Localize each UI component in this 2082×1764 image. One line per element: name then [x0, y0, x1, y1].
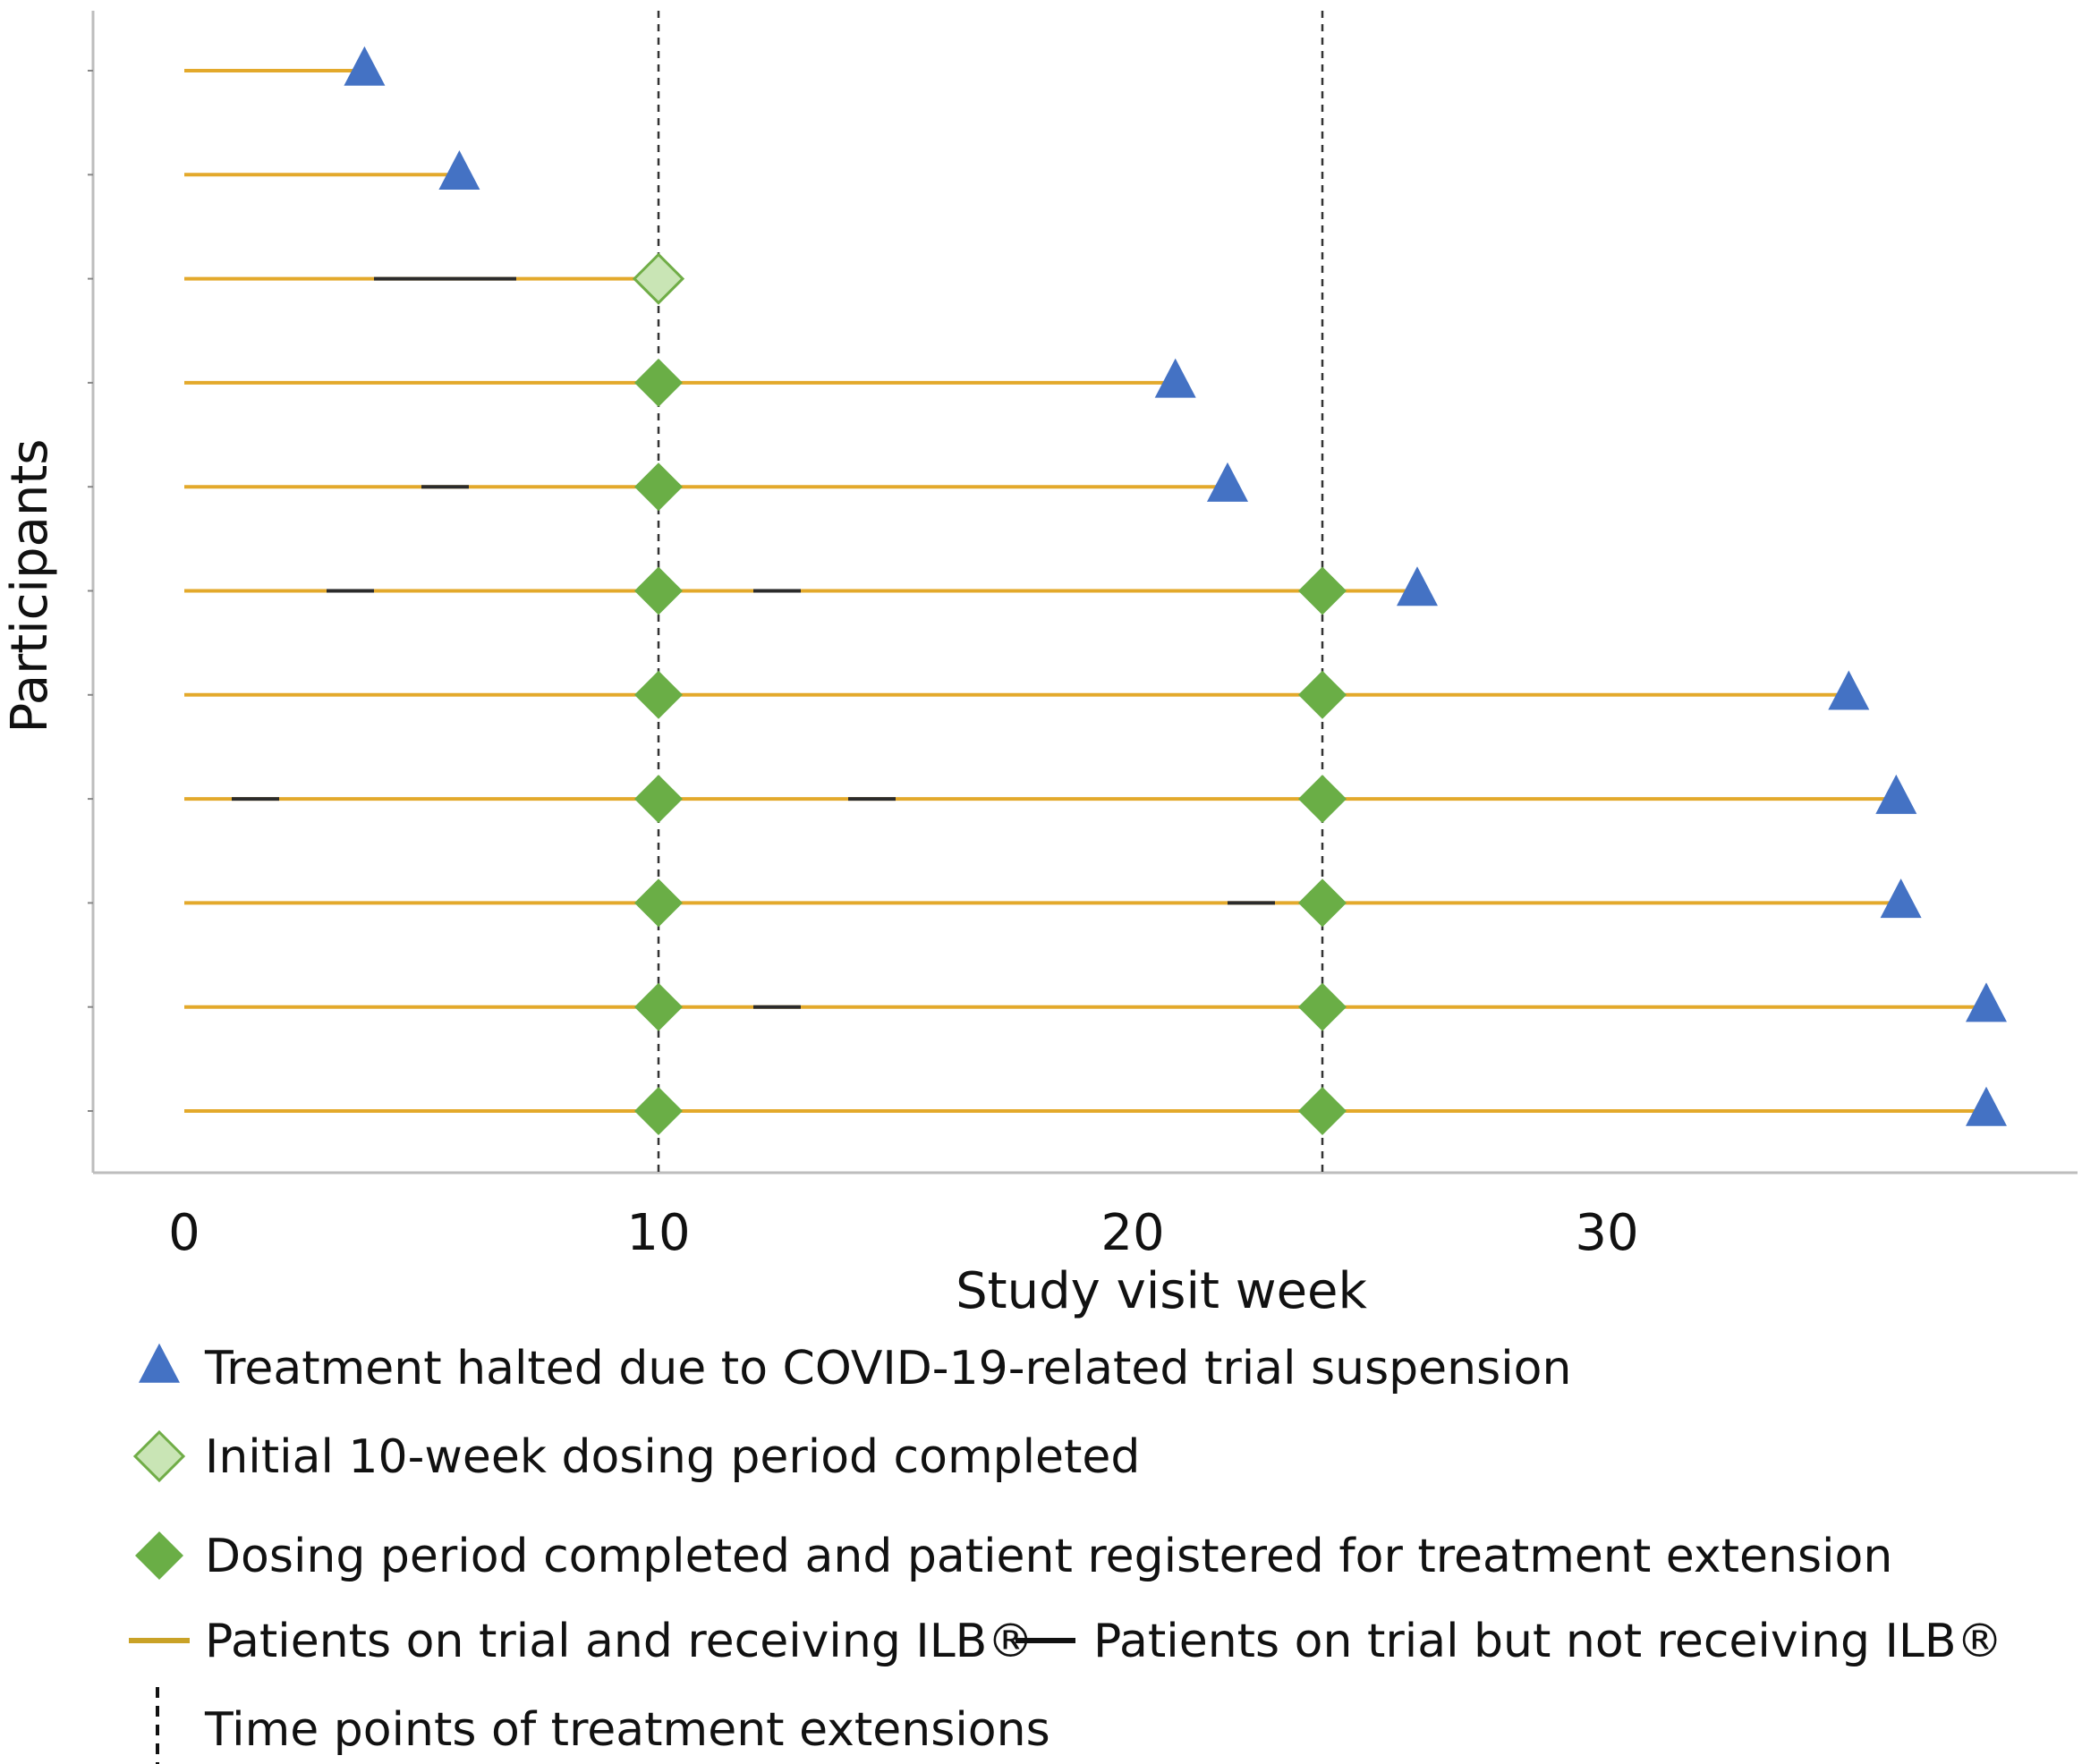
legend-item: Dosing period completed and patient regi…	[135, 1530, 1892, 1583]
legend-extension-icon	[135, 1531, 183, 1580]
legend-item: Time points of treatment extensions	[156, 1687, 1050, 1764]
extension-marker	[634, 358, 683, 407]
legend-label: Time points of treatment extensions	[204, 1703, 1050, 1757]
plot-area: 0 10 20 30 Study visit week Participants	[1, 11, 2078, 1320]
extension-marker	[1298, 775, 1347, 824]
legend-halted-icon	[139, 1343, 180, 1383]
extension-marker	[634, 982, 683, 1031]
halted-marker	[1966, 982, 2007, 1022]
legend-label: Dosing period completed and patient regi…	[205, 1530, 1892, 1583]
y-axis-label: Participants	[1, 439, 59, 734]
legend-item: Patients on trial but not receiving ILB®	[1016, 1615, 2003, 1668]
extension-marker	[634, 566, 683, 615]
legend-label: Patients on trial and receiving ILB®	[205, 1615, 1033, 1668]
extension-marker	[1298, 1087, 1347, 1135]
halted-marker	[1966, 1086, 2007, 1126]
extension-marker	[634, 878, 683, 928]
extension-marker	[634, 775, 683, 824]
halted-marker	[1880, 878, 1922, 919]
x-axis-label: Study visit week	[956, 1262, 1367, 1320]
x-tick-label: 0	[168, 1204, 200, 1262]
legend-item: Patients on trial and receiving ILB®	[129, 1615, 1033, 1668]
extension-marker	[1298, 566, 1347, 615]
extension-marker	[634, 670, 683, 719]
extension-marker	[634, 1087, 683, 1135]
halted-marker	[344, 46, 386, 86]
extension-marker	[1298, 670, 1347, 719]
extension-marker	[634, 462, 683, 512]
halted-marker	[1828, 670, 1870, 710]
legend-item: Initial 10-week dosing period completed	[132, 1429, 1140, 1484]
legend: Treatment halted due to COVID-19-related…	[129, 1342, 2003, 1764]
halted-marker	[1154, 358, 1196, 398]
legend-label: Patients on trial but not receiving ILB®	[1093, 1615, 2003, 1668]
extension-marker	[1298, 982, 1347, 1031]
halted-marker	[1397, 566, 1438, 606]
x-tick-label: 20	[1100, 1204, 1164, 1262]
legend-item: Treatment halted due to COVID-19-related…	[139, 1342, 1571, 1395]
legend-label: Treatment halted due to COVID-19-related…	[204, 1342, 1571, 1395]
x-tick-label: 30	[1575, 1204, 1638, 1262]
legend-label: Initial 10-week dosing period completed	[205, 1430, 1140, 1484]
initial-period-marker	[632, 252, 685, 305]
halted-marker	[1207, 462, 1248, 502]
halted-marker	[438, 150, 480, 191]
legend-initial-icon	[132, 1429, 186, 1483]
extension-marker	[1298, 878, 1347, 928]
x-tick-label: 10	[626, 1204, 690, 1262]
halted-marker	[1875, 774, 1917, 814]
